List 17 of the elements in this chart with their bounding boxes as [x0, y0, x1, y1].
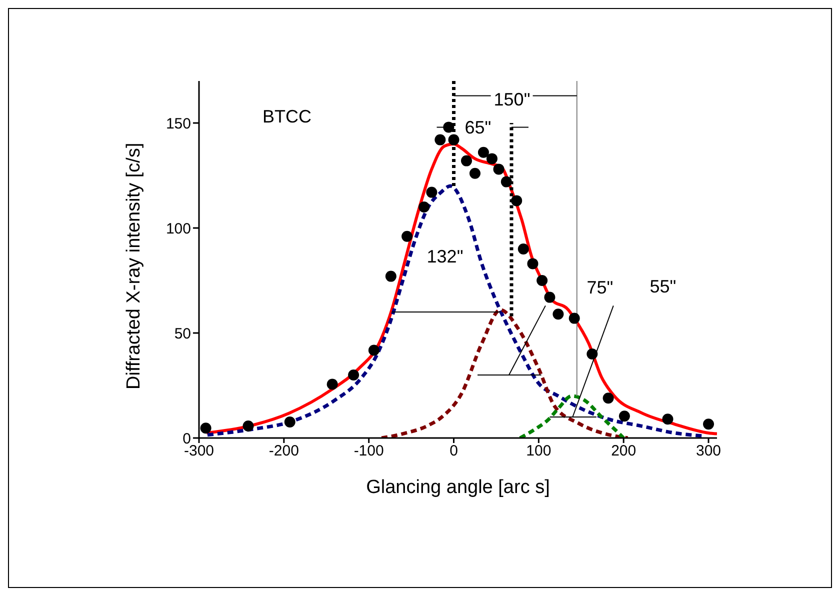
annotation: 65": [464, 118, 492, 138]
annotation: 55": [648, 276, 678, 298]
annotation: 75": [586, 278, 614, 298]
x-tick-label: 300: [696, 442, 722, 460]
x-tick-label: -200: [268, 442, 299, 460]
y-tick-label: 50: [174, 325, 191, 342]
y-tick-label: 150: [166, 115, 191, 132]
x-tick-label: -100: [354, 442, 384, 460]
x-tick-label: 200: [611, 442, 636, 460]
x-tick-label: 100: [526, 442, 552, 460]
y-axis-title: Diffracted X-ray intensity [c/s]: [124, 142, 145, 390]
annotation: BTCC: [262, 106, 312, 128]
x-axis-title: Glancing angle [arc s]: [366, 477, 550, 498]
annotation: 132": [426, 246, 464, 268]
annotation: 150": [490, 90, 534, 110]
y-tick-label: 100: [166, 220, 191, 238]
x-tick-label: 0: [450, 442, 458, 460]
